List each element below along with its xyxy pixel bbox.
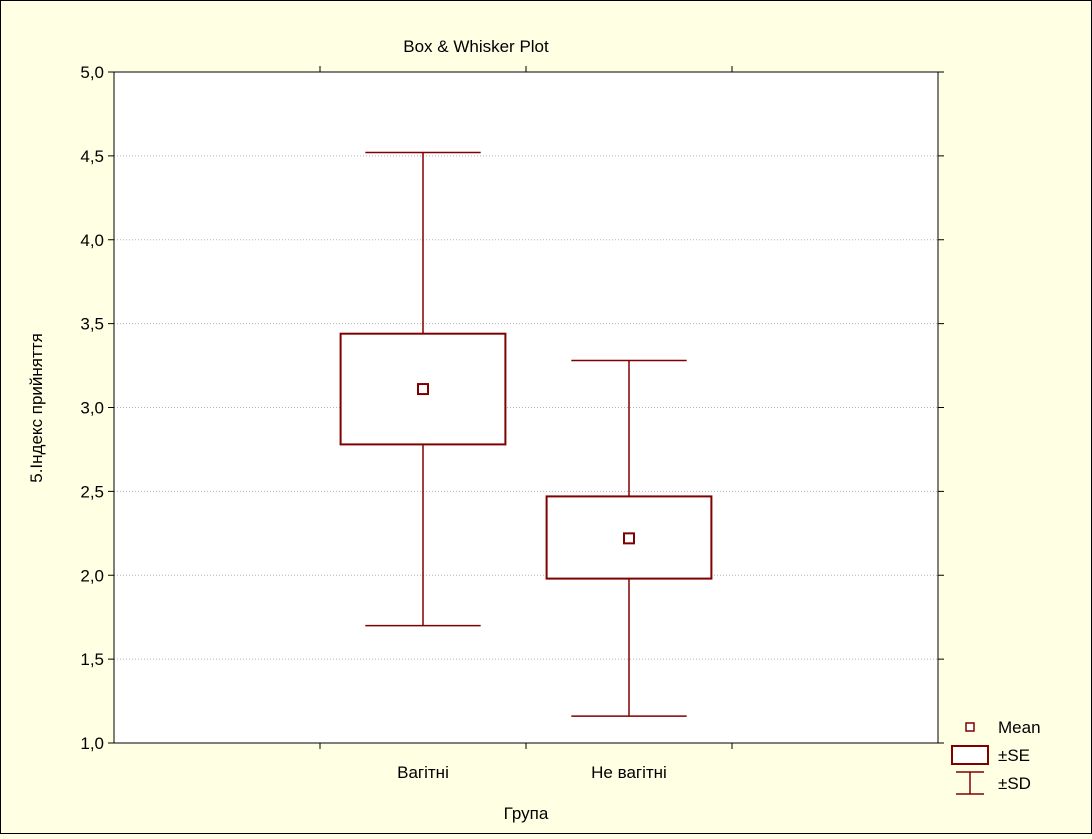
legend-mean-symbol [965,722,975,732]
y-tick-label: 2,0 [80,566,104,585]
legend-label: ±SD [998,774,1031,793]
chart-title: Box & Whisker Plot [403,37,549,56]
x-tick-label: Не вагітні [591,763,667,782]
y-tick-label: 3,0 [80,399,104,418]
y-tick-label: 1,5 [80,650,104,669]
y-tick-label: 1,0 [80,734,104,753]
y-tick-label: 5,0 [80,63,104,82]
y-tick-label: 2,5 [80,482,104,501]
legend-label: Mean [998,718,1041,737]
legend-label: ±SE [998,746,1030,765]
y-axis-label: 5.Індекс прийняття [27,333,46,483]
x-axis-label: Група [504,804,549,823]
axes: 1,0 1,5 2,0 2,5 3,0 3,5 4,0 4,5 5,0 Вагітні Не ваг… [80,63,944,782]
legend: Mean ±SE ±SD [951,718,1041,795]
y-tick-label: 4,5 [80,147,104,166]
y-tick-label: 4,0 [80,231,104,250]
y-tick-label: 3,5 [80,315,104,334]
data-layer [339,151,713,717]
grid-lines [114,155,938,660]
legend-se-symbol [951,745,989,765]
mean-marker [623,532,635,545]
mean-marker [417,383,429,396]
x-tick-label: Вагітні [397,763,449,782]
